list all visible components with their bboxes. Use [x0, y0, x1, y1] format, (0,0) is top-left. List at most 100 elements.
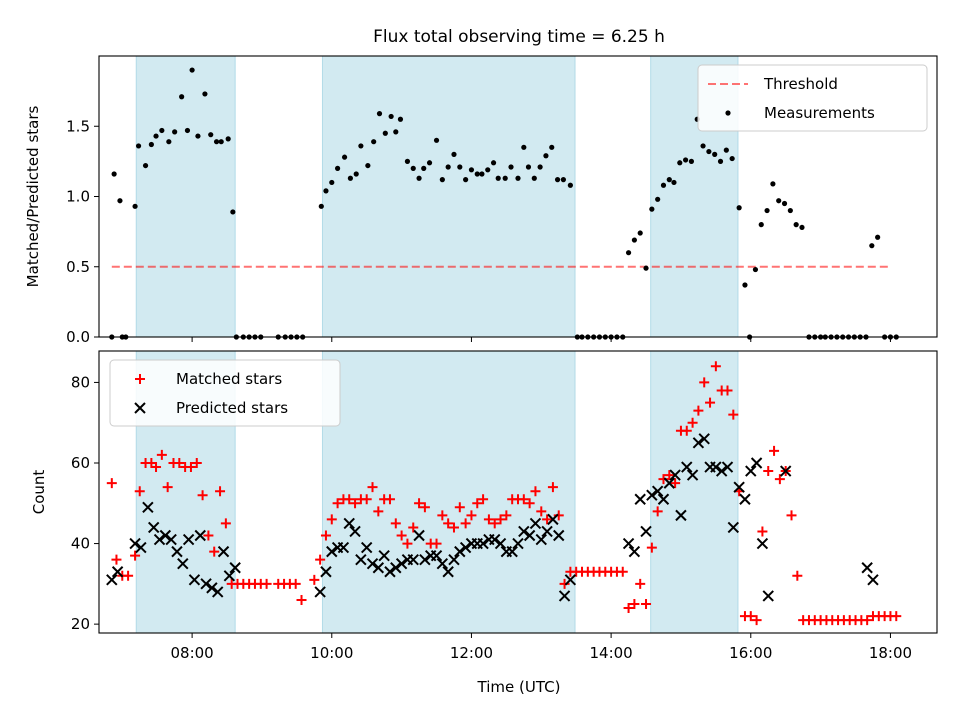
x-tick-label: 16:00: [729, 644, 772, 662]
chart-title: Flux total observing time = 6.25 h: [373, 27, 665, 47]
measurement-point: [495, 175, 501, 181]
predicted-star-point: [407, 553, 419, 566]
predicted-star-point: [634, 493, 646, 505]
measurement-point: [643, 265, 649, 271]
matched-star-point: [396, 530, 407, 541]
matched-star-point: [209, 546, 220, 557]
measurement-point: [365, 162, 371, 169]
legend-box: [697, 64, 928, 132]
matched-star-point: [443, 518, 454, 529]
matched-star-point: [658, 474, 669, 485]
matched-star-point: [448, 522, 459, 533]
predicted-star-point: [506, 545, 518, 558]
measurement-point: [521, 144, 527, 150]
matched-star-point: [763, 466, 774, 477]
predicted-star-point: [355, 553, 367, 566]
measurement-point: [468, 167, 475, 173]
matched-star-point: [623, 603, 634, 614]
predicted-star-point: [529, 517, 542, 530]
measurement-point: [334, 165, 341, 171]
predicted-star-point: [395, 558, 408, 570]
measurements-series: [109, 67, 899, 340]
predicted-star-point: [378, 549, 390, 562]
matched-star-point: [191, 457, 202, 468]
measurement-point: [712, 151, 718, 157]
predicted-star-point: [564, 574, 577, 586]
predicted-star-point: [129, 537, 141, 550]
x-tick-label: 12:00: [450, 644, 493, 662]
predicted-star-point: [454, 545, 466, 558]
matched-stars-series: [106, 361, 902, 626]
predicted-star-point: [867, 574, 879, 586]
x-tick-label: 14:00: [589, 644, 632, 662]
measurement-point: [776, 198, 782, 204]
measurement-point: [142, 162, 149, 169]
observing-window-3: [650, 350, 739, 634]
measurement-point: [799, 224, 805, 231]
legend-label: Predicted stars: [176, 399, 288, 417]
x-tick-label: 18:00: [869, 644, 912, 662]
measurement-point: [485, 167, 491, 173]
matched-star-point: [542, 514, 553, 525]
matched-star-point: [326, 514, 337, 525]
matched-star-point: [454, 502, 465, 513]
predicted-star-point: [212, 586, 224, 598]
predicted-star-point: [675, 509, 687, 522]
measurement-point: [353, 171, 359, 177]
measurement-point: [875, 234, 881, 240]
predicted-star-point: [165, 533, 177, 546]
measurement-point: [752, 266, 759, 273]
predicted-star-point: [390, 562, 402, 574]
matched-star-point: [134, 486, 145, 497]
matched-star-point: [350, 498, 361, 509]
matched-star-point: [361, 494, 372, 505]
predicted-star-point: [217, 545, 230, 558]
measurement-point: [376, 111, 383, 117]
matched-star-point: [344, 494, 355, 505]
matched-star-point: [629, 598, 640, 609]
measurement-point: [677, 160, 683, 166]
matched-star-point: [786, 510, 797, 521]
matched-star-point: [402, 538, 413, 549]
y-tick-label: 1.5: [66, 117, 90, 135]
measurement-point: [445, 164, 451, 170]
matched-star-point: [174, 457, 185, 468]
measurement-point: [117, 198, 123, 204]
matched-star-point: [296, 594, 307, 605]
predicted-star-point: [320, 566, 332, 578]
predicted-star-point: [553, 529, 565, 542]
predicted-star-point: [512, 537, 524, 550]
predicted-star-point: [153, 533, 166, 546]
measurement-point: [706, 148, 712, 155]
matched-star-point: [419, 502, 430, 513]
matched-star-point: [384, 494, 395, 505]
measurement-point: [323, 188, 329, 194]
measurement-point: [479, 171, 485, 177]
matched-star-point: [414, 498, 425, 509]
measurement-point: [111, 171, 117, 177]
measurement-point: [393, 129, 399, 135]
measurement-point: [388, 113, 394, 120]
matched-star-point: [315, 554, 326, 565]
matched-star-point: [130, 550, 141, 561]
measurement-point: [451, 151, 457, 157]
matched-star-point: [290, 578, 301, 589]
predicted-star-point: [651, 485, 664, 497]
measurement-point: [347, 175, 353, 181]
predicted-star-point: [111, 566, 124, 578]
y-tick-label: 80: [71, 373, 90, 391]
bottom-panel: 08:00 10:00 12:00 14:00 16:00 18:00 20 40 60 80 Co…: [30, 350, 938, 662]
measurement-point: [148, 141, 154, 148]
measurement-point: [159, 127, 165, 134]
matched-star-point: [681, 425, 692, 436]
predicted-star-point: [750, 457, 763, 469]
x-axis-label: Time (UTC): [477, 678, 561, 696]
top-panel: 0.0 0.5 1.0 1.5 Matched/Predicted stars Thres…: [24, 55, 938, 346]
predicted-star-point: [710, 461, 722, 473]
measurement-point: [382, 130, 388, 136]
legend: Matched stars Predicted stars: [109, 359, 341, 427]
predicted-stars-series: [106, 433, 879, 602]
predicted-star-point: [715, 465, 728, 477]
predicted-star-point: [182, 533, 195, 546]
